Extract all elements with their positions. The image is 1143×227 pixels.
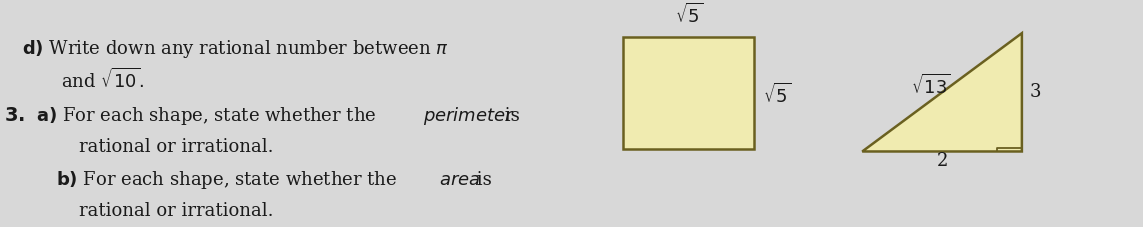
Text: $\bf{d)}$ Write down any rational number between $\pi$: $\bf{d)}$ Write down any rational number…: [22, 38, 449, 60]
Text: $\sqrt{5}$: $\sqrt{5}$: [764, 82, 791, 106]
Bar: [623, 37, 754, 149]
Text: $\it{perimeter}$: $\it{perimeter}$: [423, 105, 515, 127]
Text: $\sqrt{13}$: $\sqrt{13}$: [911, 74, 951, 98]
Text: rational or irrational.: rational or irrational.: [79, 138, 273, 156]
Text: $\it{area}$: $\it{area}$: [439, 171, 480, 189]
Text: 3: 3: [1030, 83, 1041, 101]
Text: rational or irrational.: rational or irrational.: [79, 202, 273, 220]
Text: $\bf{a)}$ For each shape, state whether the: $\bf{a)}$ For each shape, state whether …: [35, 105, 377, 127]
Text: $\bf{b)}$ For each shape, state whether the: $\bf{b)}$ For each shape, state whether …: [56, 169, 398, 191]
Text: is: is: [471, 171, 491, 189]
Text: and $\sqrt{10}.$: and $\sqrt{10}.$: [61, 68, 144, 92]
Text: $\bf{3.}$: $\bf{3.}$: [3, 107, 25, 125]
Text: 2: 2: [936, 153, 948, 170]
Text: is: is: [498, 107, 519, 125]
Polygon shape: [862, 33, 1022, 151]
Text: $\sqrt{5}$: $\sqrt{5}$: [674, 3, 703, 27]
